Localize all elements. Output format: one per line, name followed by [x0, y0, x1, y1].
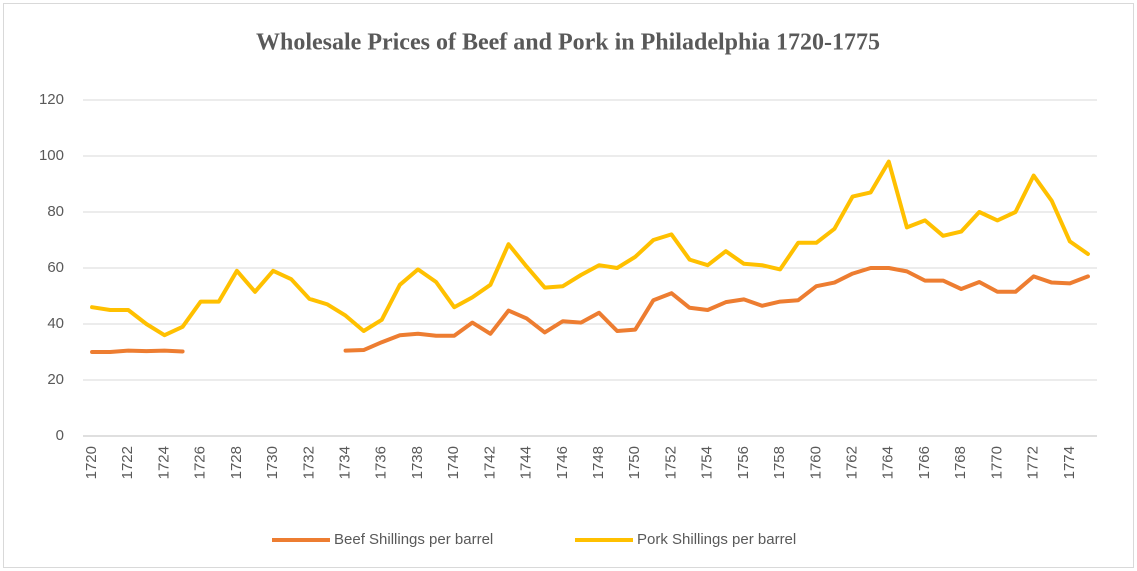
x-tick-label: 1730 [264, 446, 281, 479]
x-tick-label: 1720 [83, 446, 100, 479]
x-tick-label: 1722 [119, 446, 136, 479]
x-tick-label: 1744 [518, 446, 535, 479]
x-tick-label: 1738 [409, 446, 426, 479]
x-tick-label: 1740 [445, 446, 462, 479]
y-tick-label: 0 [56, 427, 64, 444]
y-tick-label: 20 [47, 371, 64, 388]
x-tick-label: 1748 [590, 446, 607, 479]
x-tick-label: 1758 [771, 446, 788, 479]
x-tick-label: 1770 [988, 446, 1005, 479]
y-tick-label: 120 [39, 91, 64, 108]
x-tick-label: 1760 [807, 446, 824, 479]
x-tick-label: 1728 [228, 446, 245, 479]
series-line [90, 159, 1090, 338]
x-tick-label: 1756 [735, 446, 752, 479]
x-tick-label: 1726 [192, 446, 209, 479]
chart-title: Wholesale Prices of Beef and Pork in Phi… [256, 30, 880, 56]
x-tick-label: 1772 [1025, 446, 1042, 479]
legend-label: Pork Shillings per barrel [637, 531, 796, 548]
x-tick-label: 1764 [880, 446, 897, 479]
series-line [90, 266, 1090, 354]
x-tick-label: 1766 [916, 446, 933, 479]
y-tick-label: 40 [47, 315, 64, 332]
x-tick-label: 1754 [699, 446, 716, 479]
x-tick-label: 1762 [844, 446, 861, 479]
chart-border [3, 3, 1134, 568]
x-tick-label: 1752 [662, 446, 679, 479]
x-tick-label: 1736 [373, 446, 390, 479]
y-tick-label: 60 [47, 259, 64, 276]
x-tick-label: 1746 [554, 446, 571, 479]
x-tick-label: 1742 [481, 446, 498, 479]
y-tick-label: 80 [47, 203, 64, 220]
x-tick-label: 1724 [155, 446, 172, 479]
x-tick-label: 1774 [1061, 446, 1078, 479]
x-tick-label: 1768 [952, 446, 969, 479]
x-tick-label: 1734 [337, 446, 354, 479]
legend-label: Beef Shillings per barrel [334, 531, 493, 548]
x-tick-label: 1750 [626, 446, 643, 479]
y-tick-label: 100 [39, 147, 64, 164]
x-tick-label: 1732 [300, 446, 317, 479]
